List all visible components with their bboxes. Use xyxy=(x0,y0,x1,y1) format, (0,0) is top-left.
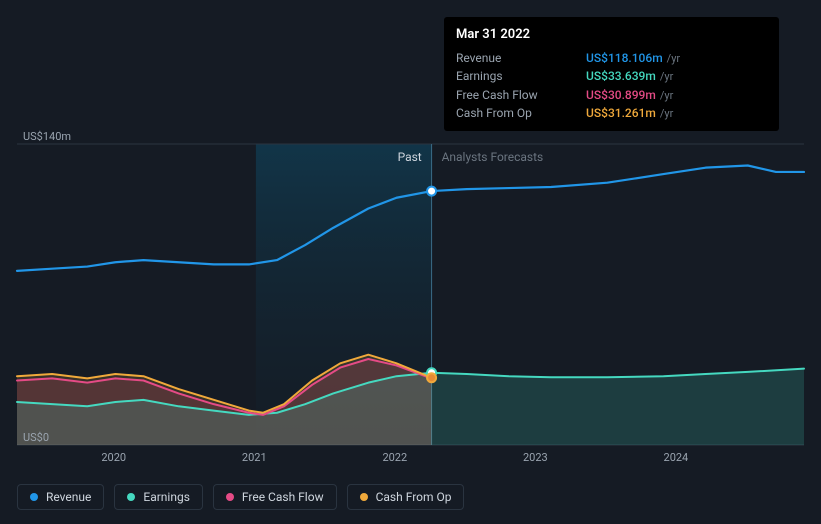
tooltip-row-unit: /yr xyxy=(667,51,680,68)
tooltip-row: Cash From OpUS$31.261m/yr xyxy=(456,104,767,123)
legend-dot-icon xyxy=(127,493,135,501)
legend-label: Cash From Op xyxy=(376,490,452,504)
tooltip-row: RevenueUS$118.106m/yr xyxy=(456,49,767,68)
tooltip-row-value: US$30.899m xyxy=(586,86,656,104)
legend-item[interactable]: Free Cash Flow xyxy=(213,484,337,510)
tooltip-date: Mar 31 2022 xyxy=(456,25,767,45)
tooltip-row-label: Cash From Op xyxy=(456,104,586,122)
tooltip-row-label: Earnings xyxy=(456,67,586,85)
legend-dot-icon xyxy=(30,493,38,501)
legend-item[interactable]: Cash From Op xyxy=(347,484,465,510)
tooltip-row-unit: /yr xyxy=(660,88,673,105)
legend-label: Free Cash Flow xyxy=(242,490,324,504)
legend-dot-icon xyxy=(226,493,234,501)
x-tick-label: 2021 xyxy=(242,451,267,464)
y-tick-label: US$140m xyxy=(23,130,71,143)
x-tick-label: 2023 xyxy=(523,451,548,464)
tooltip: Mar 31 2022 RevenueUS$118.106m/yrEarning… xyxy=(444,17,779,131)
section-label-past: Past xyxy=(398,150,422,164)
tooltip-row-value: US$33.639m xyxy=(586,67,656,85)
tooltip-row-label: Free Cash Flow xyxy=(456,86,586,104)
tooltip-row-unit: /yr xyxy=(660,69,673,86)
x-tick-label: 2022 xyxy=(382,451,407,464)
marker-revenue xyxy=(427,187,436,196)
tooltip-row: Free Cash FlowUS$30.899m/yr xyxy=(456,86,767,105)
x-tick-label: 2020 xyxy=(101,451,126,464)
legend-label: Earnings xyxy=(143,490,190,504)
tooltip-row-unit: /yr xyxy=(660,106,673,123)
legend-label: Revenue xyxy=(46,490,91,504)
tooltip-row-label: Revenue xyxy=(456,49,586,67)
x-tick-label: 2024 xyxy=(664,451,689,464)
tooltip-row-value: US$118.106m xyxy=(586,49,663,67)
section-label-future: Analysts Forecasts xyxy=(442,150,544,164)
legend: Revenue Earnings Free Cash Flow Cash From O… xyxy=(17,484,464,510)
legend-dot-icon xyxy=(360,493,368,501)
legend-item[interactable]: Earnings xyxy=(114,484,203,510)
y-tick-label: US$0 xyxy=(23,431,49,444)
legend-item[interactable]: Revenue xyxy=(17,484,104,510)
tooltip-row: EarningsUS$33.639m/yr xyxy=(456,67,767,86)
tooltip-row-value: US$31.261m xyxy=(586,104,656,122)
marker-cfo xyxy=(427,373,436,382)
